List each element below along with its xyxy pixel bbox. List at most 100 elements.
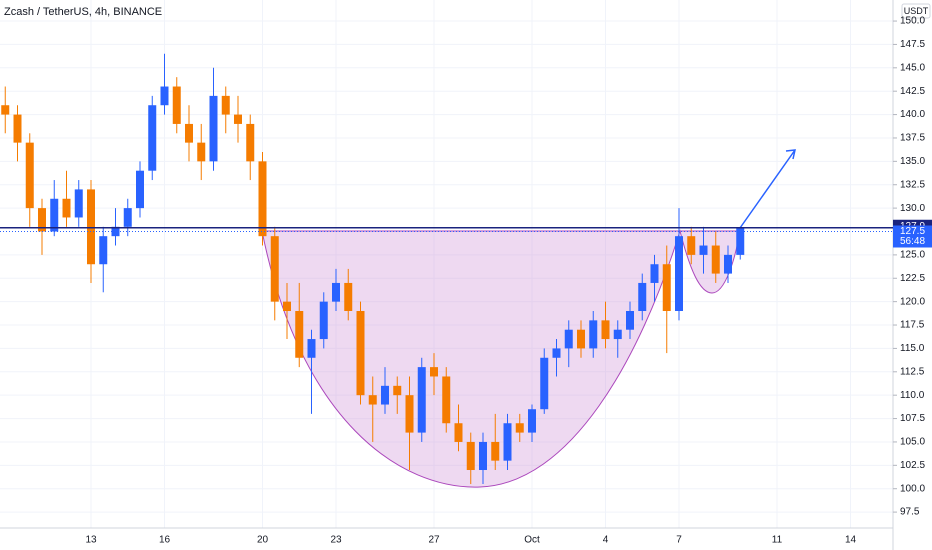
candle-body: [74, 189, 83, 218]
candle-body: [454, 423, 463, 442]
candle-body: [50, 198, 59, 232]
candle-body: [650, 264, 659, 283]
x-tick-label: 11: [772, 535, 783, 546]
y-tick-label: 137.5: [900, 133, 925, 144]
y-tick-label: 120.0: [900, 296, 925, 307]
candle-body: [466, 441, 475, 471]
y-tick-label: 145.0: [900, 62, 925, 73]
candle-body: [136, 170, 144, 209]
candle-body: [638, 282, 647, 312]
candle-body: [564, 329, 573, 349]
y-tick-label: 102.5: [900, 460, 925, 471]
candle-body: [699, 245, 708, 255]
candle-body: [675, 236, 683, 312]
candle-body: [197, 142, 206, 162]
candle-body: [185, 123, 193, 143]
candle-body: [613, 329, 622, 340]
candle-body: [332, 282, 340, 302]
y-tick-label: 115.0: [900, 343, 925, 354]
y-tick-label: 110.0: [900, 390, 925, 401]
y-tick-label: 140.0: [900, 109, 925, 120]
unit-box: [901, 3, 931, 19]
y-tick-label: 150.0: [900, 16, 925, 27]
y-tick-label: 125.0: [900, 250, 925, 261]
candle-body: [148, 105, 157, 171]
candle-body: [601, 320, 610, 340]
candle-body: [111, 226, 120, 237]
candle-body: [295, 311, 304, 358]
candle-body: [62, 198, 71, 218]
y-unit: USDT: [904, 6, 929, 16]
candle-body: [552, 348, 561, 358]
candle-body: [307, 339, 316, 358]
candle-body: [711, 245, 720, 274]
x-tick-label: 23: [330, 535, 342, 546]
arrow-head: [785, 149, 796, 160]
candle-body: [736, 227, 745, 255]
candle-body: [344, 282, 353, 312]
y-tick-label: 105.0: [900, 437, 925, 448]
candle-body: [589, 320, 598, 349]
arrow-line: [739, 149, 796, 229]
cup-pattern: [261, 229, 741, 488]
x-tick-label: Oct: [524, 535, 540, 546]
y-tick-label: 100.0: [900, 483, 925, 494]
candle-body: [38, 208, 46, 232]
candle-body: [626, 311, 634, 330]
candle-body: [13, 114, 22, 143]
y-tick-label: 147.5: [900, 39, 925, 50]
candle-body: [87, 189, 95, 265]
x-tick-label: 4: [603, 535, 609, 546]
x-tick-label: 14: [845, 535, 857, 546]
candle-body: [479, 441, 487, 471]
candle-body: [270, 236, 279, 302]
chart-title: Zcash / TetherUS, 4h, BINANCE: [4, 6, 162, 18]
candle-body: [540, 357, 549, 410]
candle-body: [283, 301, 291, 312]
candles: [1, 53, 745, 485]
candle-body: [1, 105, 10, 115]
candle-body: [160, 86, 169, 106]
candle-body: [393, 385, 402, 396]
candle-body: [405, 395, 414, 433]
candle-body: [258, 161, 267, 237]
candle-body: [234, 114, 242, 124]
candle-body: [319, 301, 328, 340]
y-tick-label: 122.5: [900, 273, 925, 284]
candle-body: [503, 423, 512, 461]
candle-body: [221, 95, 230, 115]
y-tick-label: 135.0: [900, 156, 925, 167]
candle-body: [381, 385, 389, 405]
y-tick-label: 117.5: [900, 320, 925, 331]
y-tick-label: 130.0: [900, 203, 925, 214]
y-tick-label: 112.5: [900, 366, 925, 377]
candle-body: [662, 264, 671, 312]
candle-body: [491, 441, 500, 461]
candle-body: [515, 423, 524, 433]
y-tick-label: 97.5: [900, 507, 920, 518]
candle-body: [368, 395, 377, 405]
candle-body: [687, 236, 696, 255]
x-tick-label: 7: [676, 535, 682, 546]
x-tick-label: 27: [428, 535, 440, 546]
candle-body: [172, 86, 181, 124]
x-tick-label: 16: [159, 535, 171, 546]
candle-body: [724, 254, 732, 274]
candle-body: [417, 367, 426, 433]
candle-body: [356, 311, 365, 396]
x-tick-label: 13: [85, 535, 97, 546]
y-tick-label: 142.5: [900, 86, 925, 97]
candle-body: [246, 123, 255, 162]
x-tick-label: 20: [257, 535, 269, 546]
candle-body: [209, 95, 218, 162]
candle-body: [528, 409, 536, 433]
candle-body: [123, 208, 132, 227]
bid-price-label: 127.5: [900, 226, 925, 237]
candle-body: [25, 142, 34, 209]
candle-body: [430, 367, 438, 377]
candle-body: [442, 376, 451, 424]
y-tick-label: 132.5: [900, 179, 925, 190]
y-tick-label: 107.5: [900, 413, 925, 424]
candle-body: [577, 329, 585, 349]
